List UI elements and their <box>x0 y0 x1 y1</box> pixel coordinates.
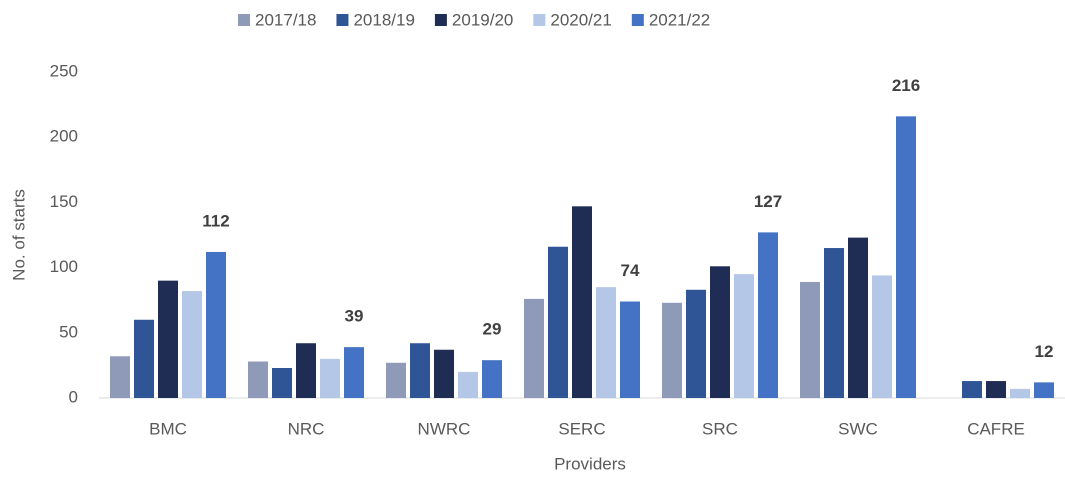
data-label: 39 <box>345 307 364 326</box>
bar <box>662 302 682 398</box>
legend-swatch <box>434 14 447 26</box>
data-label: 12 <box>1035 342 1054 361</box>
bar <box>272 368 292 398</box>
bar <box>548 246 568 398</box>
bar <box>386 362 406 398</box>
legend-swatch <box>631 14 644 26</box>
bar <box>572 206 592 398</box>
x-tick-label: BMC <box>149 419 187 438</box>
bar <box>734 274 754 398</box>
bar <box>1034 382 1054 398</box>
bar <box>158 280 178 398</box>
data-label: 74 <box>621 261 640 280</box>
bar <box>296 343 316 398</box>
bar <box>800 281 820 398</box>
bar <box>410 343 430 398</box>
bar <box>986 381 1006 398</box>
bar <box>482 360 502 398</box>
x-tick-label: SWC <box>838 419 878 438</box>
bar <box>872 275 892 398</box>
data-label: 127 <box>754 192 782 211</box>
x-tick-label: NRC <box>288 419 325 438</box>
y-tick-label: 100 <box>50 257 78 276</box>
x-tick-label: SRC <box>702 419 738 438</box>
bar <box>458 371 478 398</box>
x-tick-label: NWRC <box>418 419 471 438</box>
y-tick-label: 50 <box>59 322 78 341</box>
bar <box>248 361 268 398</box>
legend-label: 2020/21 <box>550 10 611 29</box>
bar <box>896 116 916 398</box>
y-tick-label: 0 <box>69 387 78 406</box>
y-tick-label: 150 <box>50 192 78 211</box>
bar <box>824 248 844 398</box>
data-label: 29 <box>483 320 502 339</box>
bar <box>110 356 130 398</box>
bar <box>182 291 202 398</box>
bar <box>434 349 454 398</box>
bar <box>524 298 544 398</box>
bar <box>206 251 226 398</box>
legend-label: 2021/22 <box>649 10 710 29</box>
bar <box>134 319 154 398</box>
x-tick-label: SERC <box>558 419 605 438</box>
bar <box>962 381 982 398</box>
data-label: 112 <box>202 211 229 230</box>
legend-label: 2017/18 <box>255 10 316 29</box>
bar <box>344 347 364 398</box>
y-tick-label: 200 <box>50 127 78 146</box>
bar <box>1010 388 1030 398</box>
data-label: 216 <box>892 76 920 95</box>
y-tick-label: 250 <box>50 61 78 80</box>
x-tick-label: CAFRE <box>967 419 1025 438</box>
legend-swatch <box>533 14 546 26</box>
bar <box>320 358 340 398</box>
bar <box>848 237 868 398</box>
x-axis-title: Providers <box>554 454 626 473</box>
legend-label: 2019/20 <box>452 10 513 29</box>
bar <box>596 287 616 398</box>
legend-swatch <box>336 14 349 26</box>
legend-label: 2018/19 <box>353 10 414 29</box>
bar <box>758 232 778 398</box>
bar <box>686 289 706 398</box>
y-axis-title: No. of starts <box>9 189 28 281</box>
bar <box>710 266 730 398</box>
legend-swatch <box>238 14 250 26</box>
bar <box>620 301 640 398</box>
